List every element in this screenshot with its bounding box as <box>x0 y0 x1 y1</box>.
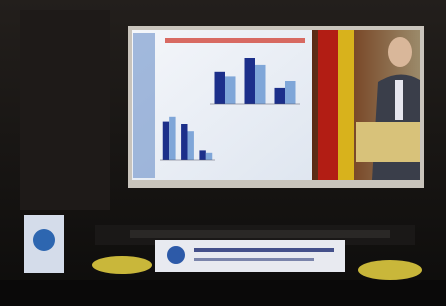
flag-red <box>318 30 338 180</box>
floor <box>0 280 446 306</box>
slide-bar <box>188 131 194 160</box>
banner-logo <box>167 246 185 264</box>
flowers <box>358 260 422 280</box>
panel-table <box>130 230 390 238</box>
slide-bar <box>245 58 256 104</box>
flowers <box>92 256 152 274</box>
slide-bar <box>169 117 175 160</box>
slide-bar <box>206 153 212 160</box>
podium-logo <box>33 229 55 251</box>
flag-yellow <box>338 30 354 180</box>
lectern <box>356 122 420 162</box>
slide <box>132 30 312 180</box>
slide-heading <box>165 38 305 43</box>
slide-bar <box>181 124 187 160</box>
banner-text <box>194 248 334 252</box>
photo <box>0 0 446 306</box>
side-wall <box>20 10 110 210</box>
slide-bar <box>255 65 266 104</box>
slide-bar <box>215 72 226 104</box>
slide-bar <box>275 88 286 104</box>
banner-text <box>194 258 314 261</box>
speaker-shirt <box>395 80 403 120</box>
slide-bar <box>199 150 205 160</box>
speaker-head <box>388 37 412 67</box>
slide-sidebar <box>133 33 155 178</box>
slide-bar <box>163 122 169 160</box>
slide-bar <box>225 76 236 104</box>
slide-bar <box>285 81 296 104</box>
